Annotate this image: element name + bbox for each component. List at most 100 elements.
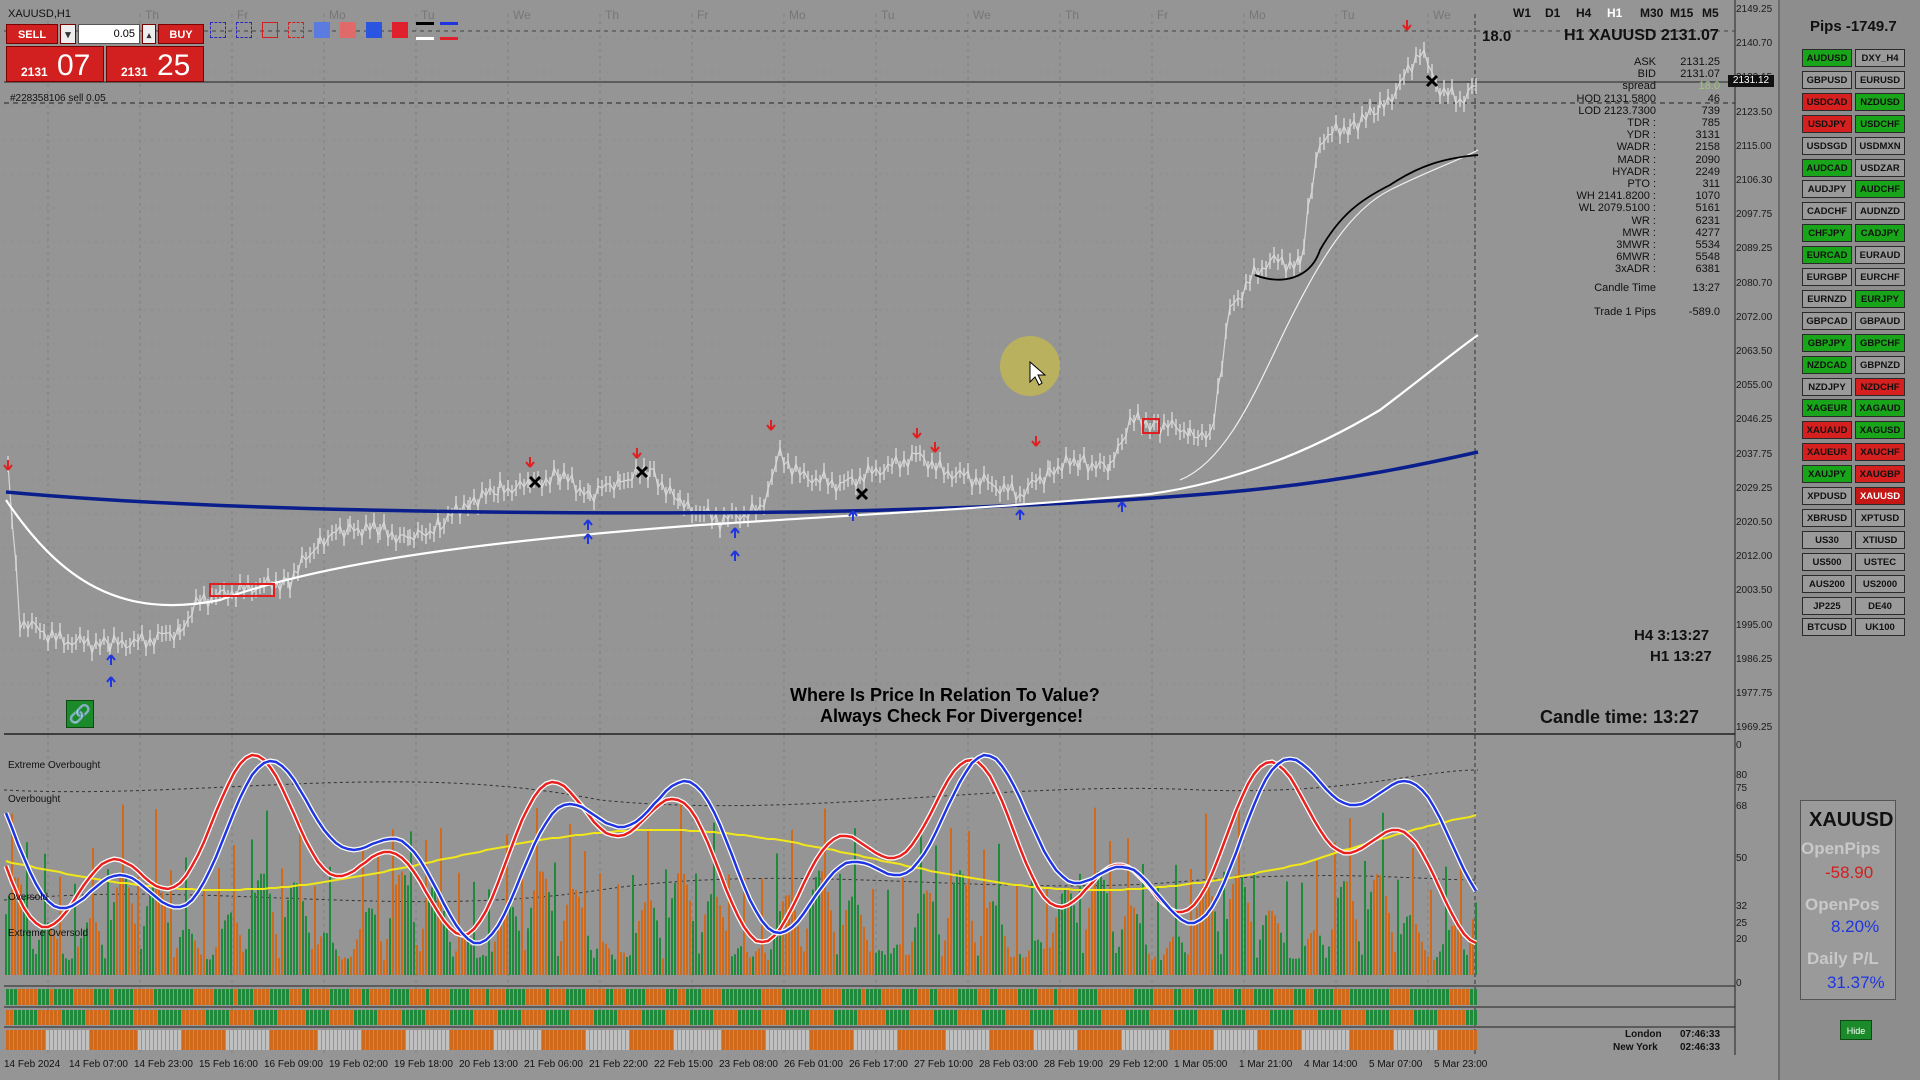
pair-button-xauaud[interactable]: XAUAUD xyxy=(1802,421,1852,440)
pair-button-xptusd[interactable]: XPTUSD xyxy=(1855,508,1905,527)
pair-button-xaueur[interactable]: XAUEUR xyxy=(1802,443,1852,462)
pair-button-jp225[interactable]: JP225 xyxy=(1802,596,1852,615)
rectangle-red-tool-icon[interactable] xyxy=(262,22,278,38)
pair-button-usdsgd[interactable]: USDSGD xyxy=(1802,136,1852,155)
tab-d1[interactable]: D1 xyxy=(1545,6,1561,20)
pair-button-us2000[interactable]: US2000 xyxy=(1855,574,1905,593)
pair-button-audusd[interactable]: AUDUSD xyxy=(1802,49,1852,67)
pair-button-nzdjpy[interactable]: NZDJPY xyxy=(1802,377,1852,396)
tab-m15[interactable]: M15 xyxy=(1670,6,1694,20)
pair-button-cadjpy[interactable]: CADJPY xyxy=(1855,224,1905,243)
pair-button-aus200[interactable]: AUS200 xyxy=(1802,574,1852,593)
pair-button-gbpaud[interactable]: GBPAUD xyxy=(1855,311,1905,330)
trend-strip-cell xyxy=(230,1010,233,1025)
tab-h4[interactable]: H4 xyxy=(1576,6,1592,20)
pair-button-nzdcad[interactable]: NZDCAD xyxy=(1802,355,1852,374)
pair-button-eurusd[interactable]: EURUSD xyxy=(1855,70,1905,89)
pair-button-uk100[interactable]: UK100 xyxy=(1855,618,1905,637)
sell-arrow-icon xyxy=(930,442,940,453)
line-black-white-icon[interactable] xyxy=(416,22,434,40)
pair-button-gbpusd[interactable]: GBPUSD xyxy=(1802,70,1852,89)
pair-button-us30[interactable]: US30 xyxy=(1802,530,1852,549)
fill-blue-icon[interactable] xyxy=(314,22,330,38)
trend-strip-cell xyxy=(674,989,677,1005)
pair-button-audnzd[interactable]: AUDNZD xyxy=(1855,202,1905,221)
pair-button-de40[interactable]: DE40 xyxy=(1855,596,1905,615)
fill-dark-blue-icon[interactable] xyxy=(366,22,382,38)
line-blue-red-icon[interactable] xyxy=(440,22,458,40)
pair-button-usdjpy[interactable]: USDJPY xyxy=(1802,114,1852,133)
pair-button-eurcad[interactable]: EURCAD xyxy=(1802,246,1852,265)
trend-strip-cell xyxy=(1046,989,1049,1005)
pair-button-gbpchf[interactable]: GBPCHF xyxy=(1855,333,1905,352)
trend-strip-cell xyxy=(454,989,457,1005)
pair-button-audcad[interactable]: AUDCAD xyxy=(1802,158,1852,177)
pair-button-dxy_h4[interactable]: DXY_H4 xyxy=(1855,49,1905,67)
pair-button-eurnzd[interactable]: EURNZD xyxy=(1802,289,1852,308)
pair-button-xauchf[interactable]: XAUCHF xyxy=(1855,443,1905,462)
pair-button-audjpy[interactable]: AUDJPY xyxy=(1802,180,1852,199)
pair-button-us500[interactable]: US500 xyxy=(1802,552,1852,571)
pair-button-usdmxn[interactable]: USDMXN xyxy=(1855,136,1905,155)
price-chart[interactable] xyxy=(0,0,1778,1080)
pair-button-nzdchf[interactable]: NZDCHF xyxy=(1855,377,1905,396)
rectangle-tool-icon[interactable] xyxy=(210,22,226,38)
trend-strip-cell xyxy=(18,1010,21,1025)
pair-button-xaugbp[interactable]: XAUGBP xyxy=(1855,465,1905,484)
pair-button-gbpjpy[interactable]: GBPJPY xyxy=(1802,333,1852,352)
pair-button-xagaud[interactable]: XAGAUD xyxy=(1855,399,1905,418)
pair-button-xtiusd[interactable]: XTIUSD xyxy=(1855,530,1905,549)
trend-strip-cell xyxy=(1130,989,1133,1005)
pair-button-eurchf[interactable]: EURCHF xyxy=(1855,268,1905,286)
pair-button-eurgbp[interactable]: EURGBP xyxy=(1802,268,1852,286)
lot-stepper-icon[interactable]: ▴ xyxy=(142,24,156,44)
lot-size-input[interactable]: 0.05 xyxy=(78,24,140,44)
pair-button-xaujpy[interactable]: XAUJPY xyxy=(1802,465,1852,484)
fill-red-icon[interactable] xyxy=(392,22,408,38)
trend-strip-cell xyxy=(162,989,165,1005)
pair-button-euraud[interactable]: EURAUD xyxy=(1855,246,1905,265)
pair-button-xageur[interactable]: XAGEUR xyxy=(1802,399,1852,418)
pair-button-ustec[interactable]: USTEC xyxy=(1855,552,1905,571)
trend-strip-cell xyxy=(166,1010,169,1025)
buy-price-button[interactable]: 2131 25 xyxy=(106,46,204,82)
rectangle-red-dashed-tool-icon[interactable] xyxy=(288,22,304,38)
trend-strip-cell xyxy=(1350,1010,1353,1025)
chart-window[interactable]: XAUUSD,H1 #228358106 sell 0.05 SELL ▾ 0.… xyxy=(0,0,1778,1080)
fill-red-light-icon[interactable] xyxy=(340,22,356,38)
trend-strip-cell xyxy=(674,1030,677,1050)
trend-strip-cell xyxy=(1214,1030,1217,1050)
tab-m5[interactable]: M5 xyxy=(1702,6,1719,20)
trend-strip-cell xyxy=(418,1010,421,1025)
pair-button-gbpcad[interactable]: GBPCAD xyxy=(1802,311,1852,330)
pair-button-usdzar[interactable]: USDZAR xyxy=(1855,158,1905,177)
pair-button-xpdusd[interactable]: XPDUSD xyxy=(1802,487,1852,505)
rectangle-dashed-tool-icon[interactable] xyxy=(236,22,252,38)
tab-w1[interactable]: W1 xyxy=(1513,6,1531,20)
pair-button-xauusd[interactable]: XAUUSD xyxy=(1855,487,1905,505)
pair-button-xagusd[interactable]: XAGUSD xyxy=(1855,421,1905,440)
session-city: London xyxy=(1625,1029,1662,1040)
pair-button-cadchf[interactable]: CADCHF xyxy=(1802,202,1852,221)
pair-button-eurjpy[interactable]: EURJPY xyxy=(1855,289,1905,308)
tab-m30[interactable]: M30 xyxy=(1640,6,1664,20)
link-icon[interactable]: 🔗 xyxy=(66,700,94,728)
pair-button-gbpnzd[interactable]: GBPNZD xyxy=(1855,355,1905,374)
tab-h1[interactable]: H1 xyxy=(1607,6,1623,20)
pair-button-chfjpy[interactable]: CHFJPY xyxy=(1802,224,1852,243)
trend-strip-cell xyxy=(326,989,329,1005)
trend-strip-cell xyxy=(74,1010,77,1025)
hide-button[interactable]: Hide xyxy=(1840,1020,1872,1040)
pair-button-btcusd[interactable]: BTCUSD xyxy=(1802,618,1852,637)
pair-button-usdchf[interactable]: USDCHF xyxy=(1855,114,1905,133)
sell-price-button[interactable]: 2131 07 xyxy=(6,46,104,82)
pair-button-usdcad[interactable]: USDCAD xyxy=(1802,92,1852,111)
buy-button[interactable]: BUY xyxy=(158,24,204,44)
trend-strip-cell xyxy=(926,989,929,1005)
pair-button-nzdusd[interactable]: NZDUSD xyxy=(1855,92,1905,111)
pair-button-xbrusd[interactable]: XBRUSD xyxy=(1802,508,1852,527)
sell-button[interactable]: SELL xyxy=(6,24,58,44)
pair-button-audchf[interactable]: AUDCHF xyxy=(1855,180,1905,199)
trend-strip-cell xyxy=(1422,989,1425,1005)
lot-dropdown-arrow-icon[interactable]: ▾ xyxy=(60,24,76,44)
